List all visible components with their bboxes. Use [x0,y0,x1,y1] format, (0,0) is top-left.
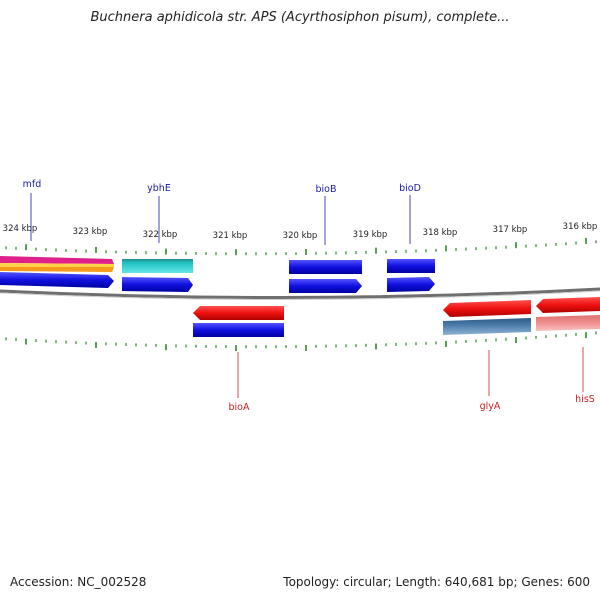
feature-gene-mfd-band[interactable] [0,263,114,267]
feature-cds-ybhE[interactable] [122,277,193,292]
scale-label: 321 kbp [213,231,248,241]
scale-label: 323 kbp [73,227,108,237]
feature-gene-mfd-band2[interactable] [0,267,114,272]
upper-scale-ruler [5,237,597,256]
gene-label-bioA[interactable]: bioA [229,402,250,413]
feature-cds-bioA[interactable] [193,306,284,320]
feature-cds-hisS[interactable] [536,297,600,313]
reverse-gene-labels: bioA glyA hisS [229,347,595,413]
feature-gene-hisS[interactable] [536,315,600,331]
scale-label: 317 kbp [493,225,528,235]
feature-gene-bioD[interactable] [387,259,435,273]
scale-labels: 324 kbp 323 kbp 322 kbp 321 kbp 320 kbp … [3,222,598,241]
feature-gene-bioB[interactable] [289,260,362,274]
feature-gene-glyA[interactable] [443,318,531,335]
forward-gene-labels: mfd ybhE bioB bioD [23,179,421,245]
scale-label: 322 kbp [143,230,178,240]
genome-title: Buchnera aphidicola str. APS (Acyrthosip… [90,10,510,25]
feature-gene-bioA[interactable] [193,323,284,337]
scale-label: 318 kbp [423,228,458,238]
accession-text: Accession: NC_002528 [10,575,147,589]
genome-backbone-highlight [0,290,600,301]
feature-gene-ybhE[interactable] [122,259,193,273]
topology-summary-text: Topology: circular; Length: 640,681 bp; … [283,575,590,589]
gene-label-mfd[interactable]: mfd [23,179,42,190]
scale-label: 319 kbp [353,230,388,240]
feature-gene-mfd[interactable] [0,256,114,264]
gene-label-ybhE[interactable]: ybhE [147,183,171,194]
scale-label: 320 kbp [283,231,318,241]
gene-label-glyA[interactable]: glyA [480,401,501,412]
gene-label-bioB[interactable]: bioB [316,184,337,195]
genome-backbone [0,287,600,300]
scale-label: 324 kbp [3,224,38,234]
gene-label-bioD[interactable]: bioD [399,183,421,194]
scale-label: 316 kbp [563,222,598,232]
forward-features [0,256,435,293]
reverse-features [193,297,600,337]
feature-cds-bioD[interactable] [387,277,435,292]
feature-cds-mfd[interactable] [0,272,114,288]
feature-cds-bioB[interactable] [289,279,362,293]
feature-cds-glyA[interactable] [443,300,531,317]
gene-label-hisS[interactable]: hisS [575,394,595,405]
lower-scale-ruler [5,331,597,352]
